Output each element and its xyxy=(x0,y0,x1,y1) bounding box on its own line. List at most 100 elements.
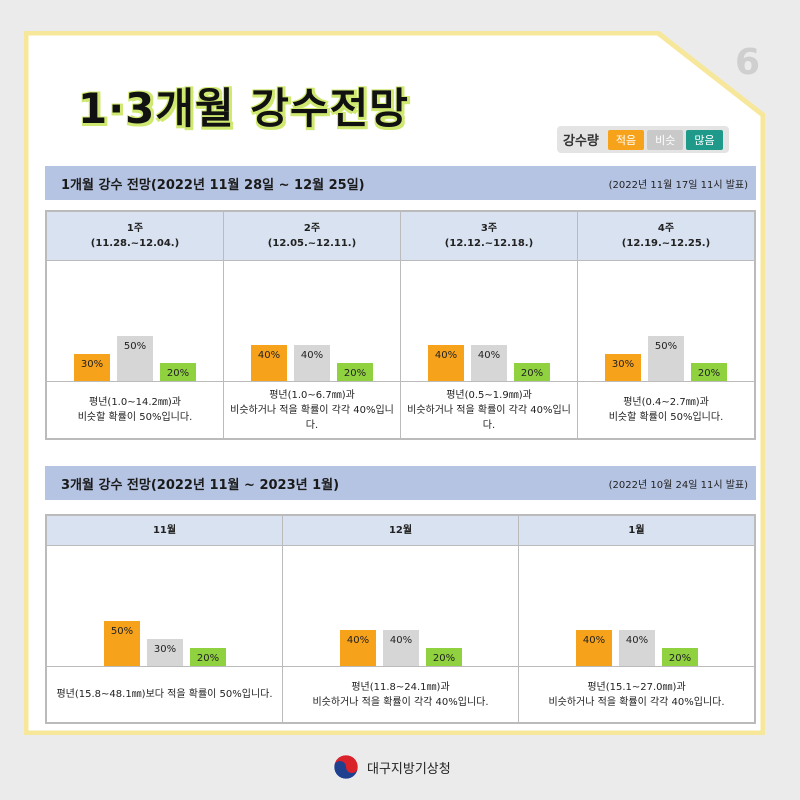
probability-chart: 40% 40% 20% xyxy=(282,545,519,667)
bar-value-label: 40% xyxy=(301,350,323,361)
bar-similar xyxy=(383,630,419,666)
three-month-header: 3개월 강수 전망(2022년 11월 ~ 2023년 1월) (2022년 1… xyxy=(45,466,756,500)
three-month-title: 3개월 강수 전망(2022년 11월 ~ 2023년 1월) xyxy=(61,477,340,493)
probability-chart: 50% 30% 20% xyxy=(46,545,283,667)
footer: 대구지방기상청 xyxy=(333,754,451,780)
bar-low xyxy=(576,630,612,666)
legend-item-low: 적음 xyxy=(607,129,645,150)
bar-similar xyxy=(471,345,507,381)
bar-value-label: 20% xyxy=(167,368,189,379)
period-header: 2주 (12.05.~12.11.) xyxy=(223,211,401,261)
probability-chart: 40% 40% 20% xyxy=(223,260,401,382)
description-line: 비슷하거나 적을 확률이 각각 40%입니다. xyxy=(407,404,571,431)
description-line: 평년(15.1~27.0㎜)과 xyxy=(587,681,686,693)
bar-value-label: 20% xyxy=(433,653,455,664)
bar-value-label: 50% xyxy=(124,341,146,352)
period-header: 3주 (12.12.~12.18.) xyxy=(400,211,578,261)
bar-similar xyxy=(294,345,330,381)
bar-low xyxy=(74,354,110,381)
bar-chart-svg: 40% 40% 20% xyxy=(428,345,550,381)
period-label: 3주 xyxy=(480,223,498,234)
bar-value-label: 40% xyxy=(347,635,369,646)
one-month-panel: 1주 (11.28.~12.04.) 2주 (12.05.~12.11.) 3주 (12.… xyxy=(45,210,756,440)
bar-value-label: 30% xyxy=(154,644,176,655)
description-line: 평년(11.8~24.1㎜)과 xyxy=(351,681,450,693)
bar-high xyxy=(337,363,373,381)
taegeuk-logo-icon xyxy=(333,754,359,780)
page-title: 1·3개월 강수전망 xyxy=(78,84,409,133)
bar-value-label: 30% xyxy=(612,359,634,370)
three-month-panel: 11월 12월 1월 50% 30% 20% 40% 40% 20% 40% 40% 20% 평년(… xyxy=(45,514,756,724)
description-line: 평년(1.0~6.7㎜)과 xyxy=(269,389,355,401)
legend-label: 강수량 xyxy=(563,134,599,149)
bar-value-label: 20% xyxy=(521,368,543,379)
description-line: 비슷하거나 적을 확률이 각각 40%입니다. xyxy=(230,404,394,431)
bar-value-label: 40% xyxy=(435,350,457,361)
forecast-description: 평년(0.4~2.7㎜)과 비슷할 확률이 50%입니다. xyxy=(577,381,755,439)
one-month-issued: (2022년 11월 17일 11시 발표) xyxy=(608,179,748,191)
description-line: 비슷하거나 적을 확률이 각각 40%입니다. xyxy=(312,696,489,708)
probability-chart: 40% 40% 20% xyxy=(518,545,755,667)
period-range: (12.12.~12.18.) xyxy=(444,238,534,249)
bar-value-label: 20% xyxy=(344,368,366,379)
bar-value-label: 50% xyxy=(655,341,677,352)
bar-low xyxy=(251,345,287,381)
bar-value-label: 20% xyxy=(669,653,691,664)
legend-item-high: 많음 xyxy=(686,129,723,150)
bar-low xyxy=(340,630,376,666)
period-label: 1주 xyxy=(126,223,144,234)
description-line: 평년(0.5~1.9㎜)과 xyxy=(446,389,532,401)
period-header: 1월 xyxy=(518,515,755,546)
period-header: 1주 (11.28.~12.04.) xyxy=(46,211,224,261)
bar-high xyxy=(514,363,550,381)
bar-value-label: 30% xyxy=(81,359,103,370)
page-number: 6 xyxy=(735,42,761,83)
bar-value-label: 40% xyxy=(258,350,280,361)
organization-name: 대구지방기상청 xyxy=(367,761,451,777)
period-range: (12.05.~12.11.) xyxy=(267,238,357,249)
bar-high xyxy=(662,648,698,666)
period-range: (12.19.~12.25.) xyxy=(621,238,711,249)
period-header: 4주 (12.19.~12.25.) xyxy=(577,211,755,261)
bar-similar xyxy=(648,336,684,381)
bar-value-label: 50% xyxy=(111,626,133,637)
bar-low xyxy=(428,345,464,381)
description-line: 비슷할 확률이 50%입니다. xyxy=(77,412,193,423)
probability-chart: 40% 40% 20% xyxy=(400,260,578,382)
period-label: 4주 xyxy=(657,223,675,234)
description-line: 비슷하거나 적을 확률이 각각 40%입니다. xyxy=(548,696,725,708)
bar-high xyxy=(190,648,226,666)
bar-value-label: 40% xyxy=(478,350,500,361)
period-label: 2주 xyxy=(303,223,321,234)
description-line: 평년(0.4~2.7㎜)과 xyxy=(623,397,709,408)
period-header: 11월 xyxy=(46,515,283,546)
forecast-description: 평년(1.0~14.2㎜)과 비슷할 확률이 50%입니다. xyxy=(46,381,224,439)
bar-similar xyxy=(147,639,183,666)
bar-similar xyxy=(619,630,655,666)
bar-value-label: 40% xyxy=(626,635,648,646)
probability-chart: 30% 50% 20% xyxy=(577,260,755,382)
bar-similar xyxy=(117,336,153,381)
bar-value-label: 20% xyxy=(698,368,720,379)
bar-value-label: 20% xyxy=(197,653,219,664)
bar-high xyxy=(426,648,462,666)
forecast-description: 평년(15.8~48.1㎜)보다 적을 확률이 50%입니다. xyxy=(46,666,283,723)
three-month-issued: (2022년 10월 24일 11시 발표) xyxy=(608,479,748,491)
period-label: 11월 xyxy=(152,525,177,536)
period-label: 12월 xyxy=(388,525,413,536)
legend-item-similar: 비슷 xyxy=(647,129,684,150)
bar-chart-svg: 30% 50% 20% xyxy=(74,336,196,381)
probability-chart: 30% 50% 20% xyxy=(46,260,224,382)
bar-low xyxy=(104,621,140,666)
description-line: 평년(15.8~48.1㎜)보다 적을 확률이 50%입니다. xyxy=(56,689,273,700)
period-range: (11.28.~12.04.) xyxy=(90,238,180,249)
one-month-title: 1개월 강수 전망(2022년 11월 28일 ~ 12월 25일) xyxy=(61,177,365,193)
period-label: 1월 xyxy=(628,525,645,536)
legend: 강수량 적음 비슷 많음 xyxy=(557,126,729,153)
bar-chart-svg: 40% 40% 20% xyxy=(576,630,698,666)
bar-chart-svg: 30% 50% 20% xyxy=(605,336,727,381)
